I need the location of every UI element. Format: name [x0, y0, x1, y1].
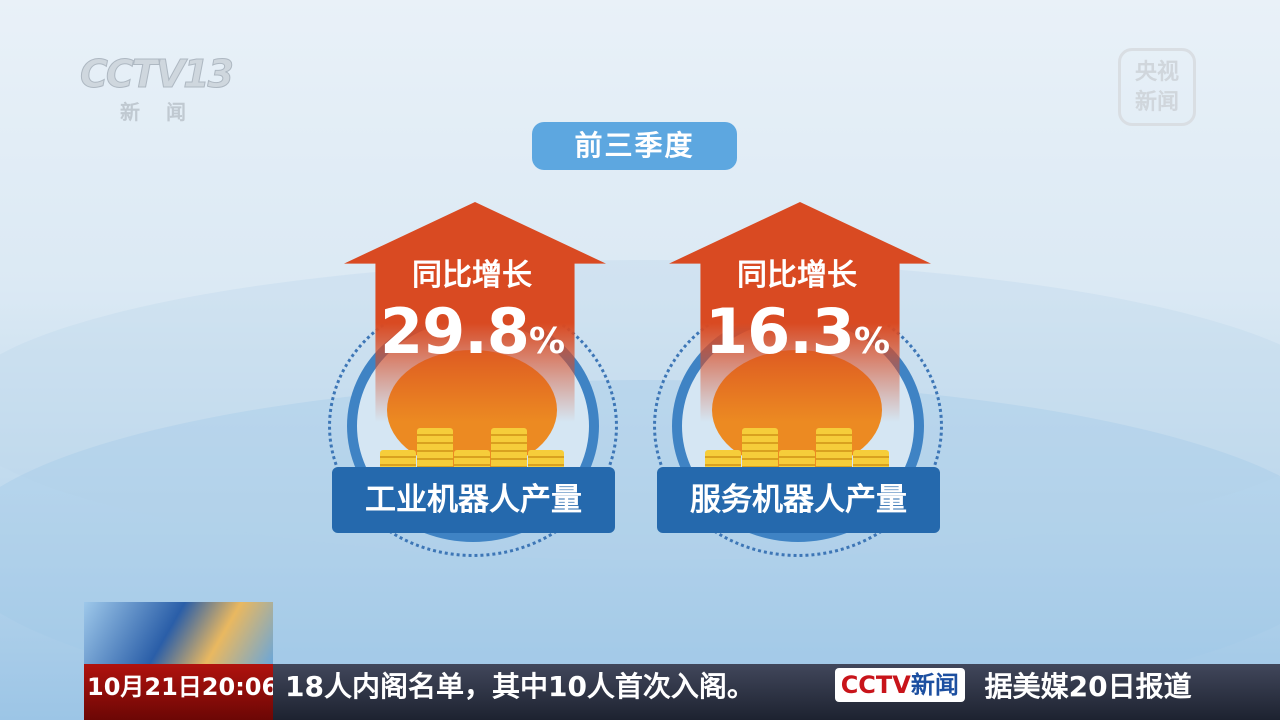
growth-label: 同比增长 — [737, 258, 857, 293]
date-time: 10月21日20:06 — [84, 664, 278, 720]
yangshi-news-logo: 央视 新闻 — [1118, 48, 1196, 126]
time: 20:06 — [201, 673, 279, 701]
logo-text: CCTV13 — [80, 52, 235, 97]
date: 10月21日 — [87, 673, 202, 701]
unit: % — [853, 321, 890, 362]
cctv-news-logo: CCTV新闻 — [834, 668, 965, 702]
value: 29.8 — [379, 295, 530, 368]
growth-label: 同比增长 — [412, 258, 532, 293]
logo-text: CCTV — [840, 671, 911, 699]
ticker-text: 18人内阁名单，其中10人首次入阁。 — [285, 670, 755, 703]
growth-value: 29.8% — [322, 295, 622, 368]
ticker-text-next: 据美媒20日报道 — [984, 670, 1192, 703]
news-ticker: 18人内阁名单，其中10人首次入阁。 CCTV新闻 据美媒20日报道 — [273, 664, 1280, 720]
cctv13-logo: CCTV13 新闻 — [80, 52, 235, 125]
logo-sub: 新闻 — [120, 100, 212, 124]
card-title: 服务机器人产量 — [657, 467, 940, 533]
card-title: 工业机器人产量 — [332, 467, 615, 533]
logo-line1: 央视 — [1134, 60, 1179, 85]
unit: % — [528, 321, 565, 362]
period-badge: 前三季度 — [532, 122, 737, 170]
logo-sub: 新闻 — [910, 671, 959, 699]
logo-line2: 新闻 — [1134, 90, 1179, 115]
coins-icon — [705, 422, 895, 470]
globe-thumbnail — [84, 602, 273, 664]
growth-value: 16.3% — [647, 295, 947, 368]
coins-icon — [380, 422, 570, 470]
value: 16.3 — [704, 295, 855, 368]
stat-card-service: 同比增长 16.3% 服务机器人产量 — [647, 200, 947, 560]
stat-card-industrial: 同比增长 29.8% 工业机器人产量 — [322, 200, 622, 560]
